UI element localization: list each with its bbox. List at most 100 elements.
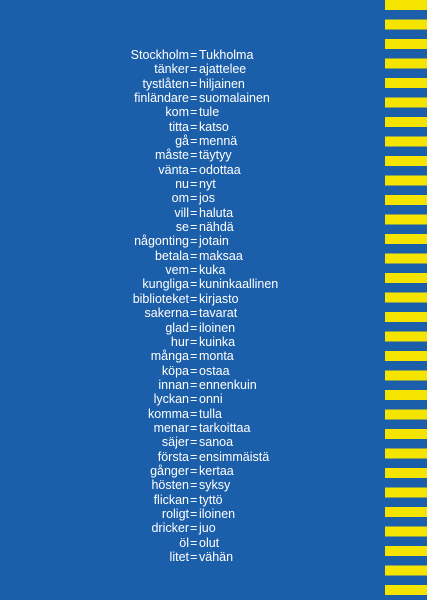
swedish-word: Stockholm	[130, 48, 189, 62]
swedish-word: innan	[158, 377, 189, 392]
separator: =	[190, 521, 198, 536]
swedish-word: roligt	[161, 506, 189, 521]
word-pair: vill = haluta	[0, 206, 385, 220]
separator: =	[190, 435, 198, 450]
separator: =	[190, 420, 198, 435]
finnish-word: kertaa	[199, 463, 234, 478]
separator: =	[190, 76, 198, 91]
swedish-word: vem	[165, 263, 189, 278]
word-pair: menar = tarkoittaa	[0, 421, 385, 435]
word-pair: om = jos	[0, 191, 385, 205]
word-pair: kungliga = kuninkaallinen	[0, 277, 385, 291]
separator: =	[190, 463, 198, 478]
word-pair: se = nähdä	[0, 220, 385, 234]
separator: =	[190, 449, 198, 464]
finnish-word: kirjasto	[199, 291, 239, 306]
finnish-word: ostaa	[199, 363, 230, 378]
word-pair: någonting = jotain	[0, 234, 385, 248]
swedish-word: gå	[175, 134, 189, 149]
finnish-word: kuka	[199, 263, 226, 278]
separator: =	[190, 478, 198, 493]
word-pair: komma = tulla	[0, 407, 385, 421]
separator: =	[190, 535, 198, 550]
separator: =	[190, 191, 198, 206]
finnish-word: vähän	[199, 550, 234, 564]
swedish-word: lyckan	[153, 392, 189, 407]
finnish-word: odottaa	[199, 162, 241, 177]
swedish-word: sakerna	[144, 306, 189, 321]
separator: =	[190, 377, 198, 392]
swedish-word: tystlåten	[142, 76, 189, 91]
swedish-word: litet	[169, 550, 189, 564]
finnish-word: katso	[199, 119, 229, 134]
swedish-word: vill	[174, 205, 189, 220]
separator: =	[190, 320, 198, 335]
word-pair: hur = kuinka	[0, 335, 385, 349]
finnish-word: tulla	[199, 406, 222, 421]
separator: =	[190, 48, 198, 62]
finnish-word: tule	[199, 105, 220, 120]
finnish-word: täytyy	[199, 148, 232, 163]
swedish-word: måste	[154, 148, 189, 163]
word-pair: finländare = suomalainen	[0, 91, 385, 105]
swedish-word: hösten	[151, 478, 189, 493]
finnish-word: kuninkaallinen	[199, 277, 279, 292]
swedish-word: öl	[179, 535, 189, 550]
swedish-word: säjer	[161, 435, 189, 450]
word-pair: sakerna = tavarat	[0, 306, 385, 320]
finnish-word: juo	[199, 521, 216, 536]
separator: =	[190, 148, 198, 163]
finnish-word: monta	[199, 349, 234, 364]
separator: =	[190, 334, 198, 349]
finnish-word: tarkoittaa	[199, 420, 251, 435]
finnish-word: sanoa	[199, 435, 234, 450]
separator: =	[190, 291, 198, 306]
swedish-word: betala	[154, 248, 189, 263]
word-pair: Stockholm = Tukholma	[0, 48, 385, 62]
separator: =	[190, 234, 198, 249]
separator: =	[190, 220, 198, 235]
word-pair: många = monta	[0, 349, 385, 363]
swedish-word: gånger	[150, 463, 189, 478]
swedish-word: biblioteket	[132, 291, 189, 306]
separator: =	[190, 177, 198, 192]
word-pair: vänta = odottaa	[0, 163, 385, 177]
finnish-word: tyttö	[199, 492, 223, 507]
word-pair: första = ensimmäistä	[0, 450, 385, 464]
swedish-word: nu	[175, 177, 189, 192]
finnish-word: haluta	[199, 205, 234, 220]
finnish-word: onni	[199, 392, 223, 407]
word-pair: gånger = kertaa	[0, 464, 385, 478]
separator: =	[190, 406, 198, 421]
finnish-word: Tukholma	[199, 48, 254, 62]
word-pair: biblioteket = kirjasto	[0, 292, 385, 306]
swedish-word: hur	[170, 334, 189, 349]
word-pair: måste = täytyy	[0, 148, 385, 162]
finnish-word: hiljainen	[199, 76, 245, 91]
finnish-word: suomalainen	[199, 91, 270, 106]
swedish-word: vänta	[158, 162, 189, 177]
separator: =	[190, 363, 198, 378]
separator: =	[190, 492, 198, 507]
swedish-word: dricker	[151, 521, 189, 536]
finnish-word: ajattelee	[199, 62, 247, 77]
finnish-word: tavarat	[199, 306, 238, 321]
word-pair: gå = mennä	[0, 134, 385, 148]
separator: =	[190, 119, 198, 134]
swedish-word: tänker	[154, 62, 189, 77]
swedish-word: flickan	[153, 492, 189, 507]
separator: =	[190, 550, 198, 564]
swedish-word: glad	[165, 320, 189, 335]
separator: =	[190, 134, 198, 149]
finnish-word: maksaa	[199, 248, 243, 263]
word-pair: köpa = ostaa	[0, 364, 385, 378]
separator: =	[190, 506, 198, 521]
finnish-word: kuinka	[199, 334, 236, 349]
swedish-word: titta	[168, 119, 189, 134]
finnish-word: syksy	[199, 478, 231, 493]
word-pair: titta = katso	[0, 120, 385, 134]
swedish-word: se	[175, 220, 189, 235]
swedish-word: om	[171, 191, 189, 206]
word-pair: betala = maksaa	[0, 249, 385, 263]
